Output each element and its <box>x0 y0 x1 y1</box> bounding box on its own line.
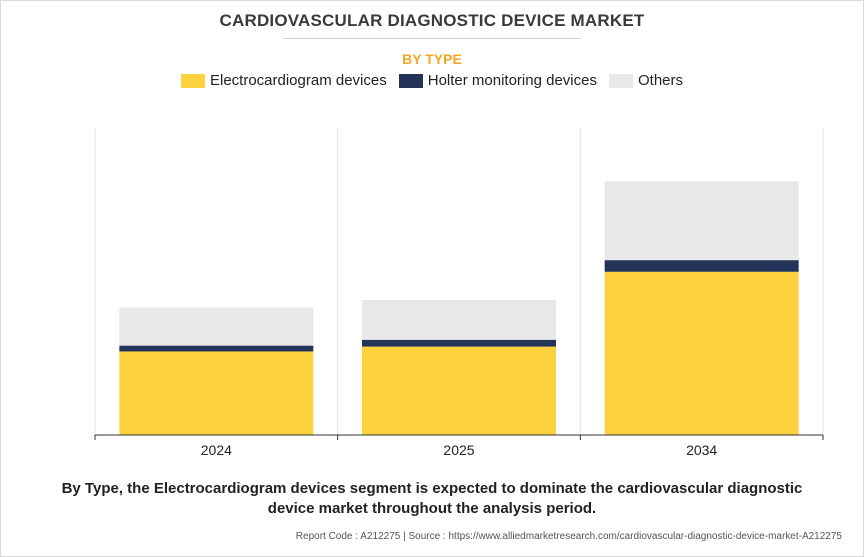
legend-item-ecg: Electrocardiogram devices <box>180 72 387 89</box>
bar-holter-2034 <box>604 260 799 272</box>
chart-caption: By Type, the Electrocardiogram devices s… <box>20 479 844 519</box>
legend: Electrocardiogram devices Holter monitor… <box>0 72 864 89</box>
legend-label-holter: Holter monitoring devices <box>427 72 597 89</box>
bar-others-2034 <box>604 181 799 261</box>
chart-subtitle: BY TYPE <box>402 51 462 67</box>
chart-title: CARDIOVASCULAR DIAGNOSTIC DEVICE MARKET <box>219 11 645 30</box>
bar-holter-2025 <box>362 339 556 347</box>
legend-label-ecg: Electrocardiogram devices <box>209 72 387 89</box>
legend-label-others: Others <box>637 72 683 89</box>
source-note: Report Code : A212275 | Source : https:/… <box>295 531 842 542</box>
chart-caption-line-2: device market throughout the analysis pe… <box>267 500 597 517</box>
legend-swatch-holter <box>398 73 423 88</box>
bar-holter-2024 <box>119 345 314 352</box>
bar-ecg-2025 <box>362 346 556 435</box>
bar-others-2024 <box>119 307 314 346</box>
x-tick-label-2034: 2034 <box>686 442 717 458</box>
legend-item-holter: Holter monitoring devices <box>398 72 597 89</box>
x-tick-label-2025: 2025 <box>443 442 474 458</box>
legend-swatch-ecg <box>180 73 205 88</box>
title-divider <box>283 38 581 39</box>
chart-caption-line-1: By Type, the Electrocardiogram devices s… <box>61 480 803 497</box>
bar-others-2025 <box>362 299 556 340</box>
legend-item-others: Others <box>608 72 683 89</box>
bar-ecg-2034 <box>604 271 799 435</box>
legend-swatch-others <box>608 73 633 88</box>
bar-ecg-2024 <box>119 351 314 435</box>
x-tick-label-2024: 2024 <box>201 442 232 458</box>
